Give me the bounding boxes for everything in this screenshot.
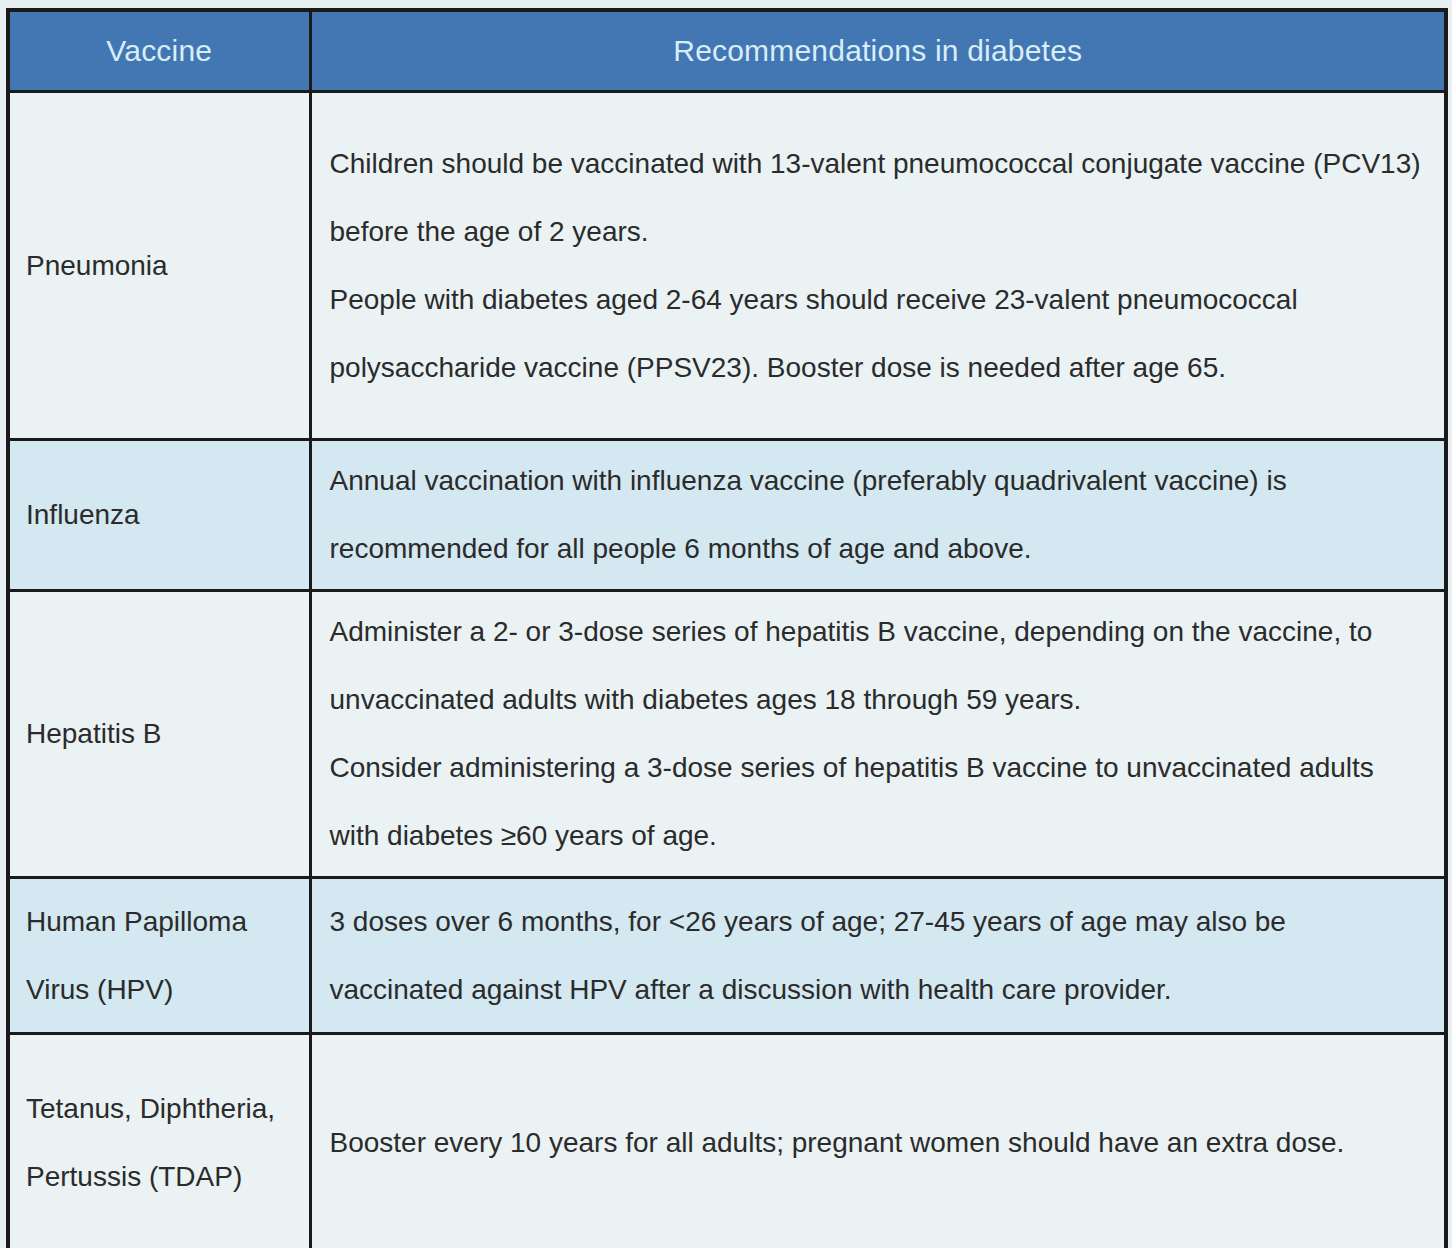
table-row-hepatitis-b: Hepatitis B Administer a 2- or 3-dose se… bbox=[8, 591, 1446, 878]
recommendation-paragraph: Booster every 10 years for all adults; p… bbox=[330, 1109, 1427, 1177]
header-row: Vaccine Recommendations in diabetes bbox=[8, 10, 1446, 92]
column-header-vaccine: Vaccine bbox=[8, 10, 310, 92]
recommendation-paragraph: 3 doses over 6 months, for <26 years of … bbox=[330, 888, 1427, 1024]
vaccine-name: Hepatitis B bbox=[8, 591, 310, 878]
recommendation-paragraph: Children should be vaccinated with 13-va… bbox=[330, 130, 1427, 266]
table-row-hpv: Human Papilloma Virus (HPV) 3 doses over… bbox=[8, 878, 1446, 1034]
vaccine-name: Pneumonia bbox=[8, 92, 310, 440]
recommendation-paragraph: Consider administering a 3-dose series o… bbox=[330, 734, 1427, 870]
vaccine-name: Tetanus, Diphtheria, Pertussis (TDAP) bbox=[8, 1034, 310, 1248]
vaccine-recommendations-table: Vaccine Recommendations in diabetes Pneu… bbox=[6, 8, 1448, 1248]
table-header: Vaccine Recommendations in diabetes bbox=[8, 10, 1446, 92]
table-row-pneumonia: Pneumonia Children should be vaccinated … bbox=[8, 92, 1446, 440]
table-row-tdap: Tetanus, Diphtheria, Pertussis (TDAP) Bo… bbox=[8, 1034, 1446, 1248]
table-row-influenza: Influenza Annual vaccination with influe… bbox=[8, 440, 1446, 591]
recommendation-paragraph: Annual vaccination with influenza vaccin… bbox=[330, 447, 1427, 583]
recommendation-cell: Administer a 2- or 3-dose series of hepa… bbox=[310, 591, 1446, 878]
vaccine-name: Human Papilloma Virus (HPV) bbox=[8, 878, 310, 1034]
recommendation-cell: Booster every 10 years for all adults; p… bbox=[310, 1034, 1446, 1248]
recommendation-cell: Children should be vaccinated with 13-va… bbox=[310, 92, 1446, 440]
vaccine-name: Influenza bbox=[8, 440, 310, 591]
recommendation-cell: 3 doses over 6 months, for <26 years of … bbox=[310, 878, 1446, 1034]
recommendation-cell: Annual vaccination with influenza vaccin… bbox=[310, 440, 1446, 591]
column-header-recommendations: Recommendations in diabetes bbox=[310, 10, 1446, 92]
recommendation-paragraph: People with diabetes aged 2-64 years sho… bbox=[330, 266, 1427, 402]
recommendation-paragraph: Administer a 2- or 3-dose series of hepa… bbox=[330, 598, 1427, 734]
